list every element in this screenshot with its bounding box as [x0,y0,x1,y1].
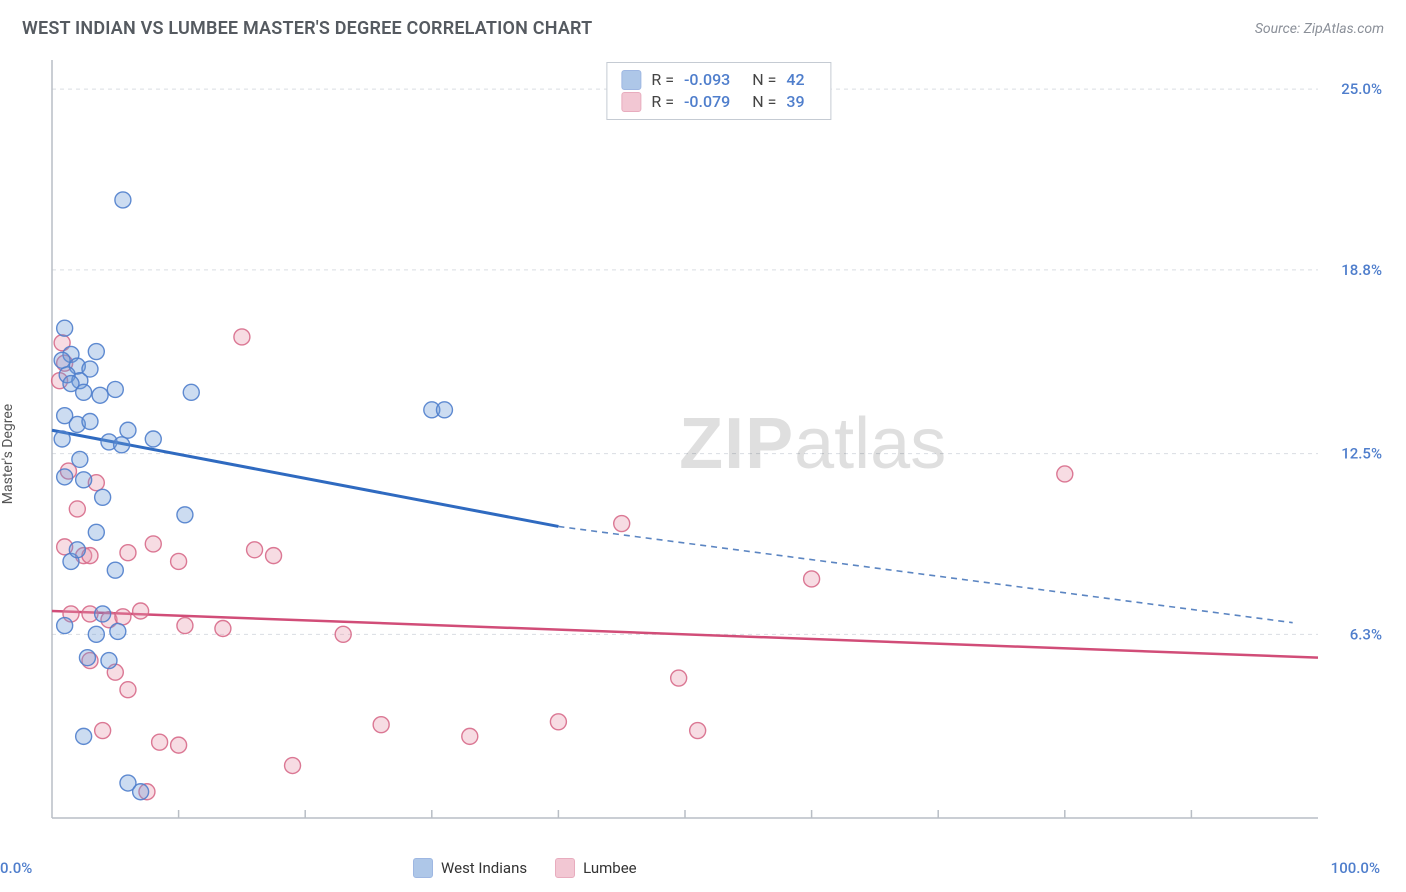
stats-n-value: 39 [786,91,804,113]
legend-item: Lumbee [555,858,637,878]
stats-swatch-icon [621,92,641,112]
stats-box: R = -0.093 N = 42 R = -0.079 N = 39 [606,62,831,120]
stats-swatch-icon [621,70,641,90]
svg-text:ZIPatlas: ZIPatlas [679,404,946,484]
stats-row: R = -0.093 N = 42 [621,69,816,91]
stats-r-label: R = [651,91,674,113]
bottom-row: 0.0% West Indians Lumbee 100.0% [0,858,1406,878]
svg-text:18.8%: 18.8% [1341,261,1382,279]
stats-r-value: -0.079 [684,91,730,113]
scatter-plot: 6.3% 12.5% 18.8% 25.0% ZIPatlas [50,58,1388,832]
source-label: Source: ZipAtlas.com [1255,21,1384,37]
stats-n-label: N = [752,91,776,113]
plot-area: R = -0.093 N = 42 R = -0.079 N = 39 6.3%… [50,58,1388,832]
legend: West Indians Lumbee [413,858,637,878]
svg-text:25.0%: 25.0% [1341,80,1382,98]
x-axis-max-label: 100.0% [1331,859,1406,877]
y-axis-label: Master's Degree [0,404,16,504]
svg-text:12.5%: 12.5% [1341,445,1382,463]
svg-text:6.3%: 6.3% [1350,625,1382,643]
chart-title: WEST INDIAN VS LUMBEE MASTER'S DEGREE CO… [22,18,592,39]
header: WEST INDIAN VS LUMBEE MASTER'S DEGREE CO… [0,0,1406,49]
stats-n-value: 42 [786,69,804,91]
legend-swatch-icon [413,858,433,878]
legend-label: West Indians [441,859,527,877]
stats-r-label: R = [651,69,674,91]
stats-row: R = -0.079 N = 39 [621,91,816,113]
legend-item: West Indians [413,858,527,878]
stats-n-label: N = [752,69,776,91]
legend-label: Lumbee [583,859,637,877]
x-axis-min-label: 0.0% [0,859,52,877]
legend-swatch-icon [555,858,575,878]
stats-r-value: -0.093 [684,69,730,91]
